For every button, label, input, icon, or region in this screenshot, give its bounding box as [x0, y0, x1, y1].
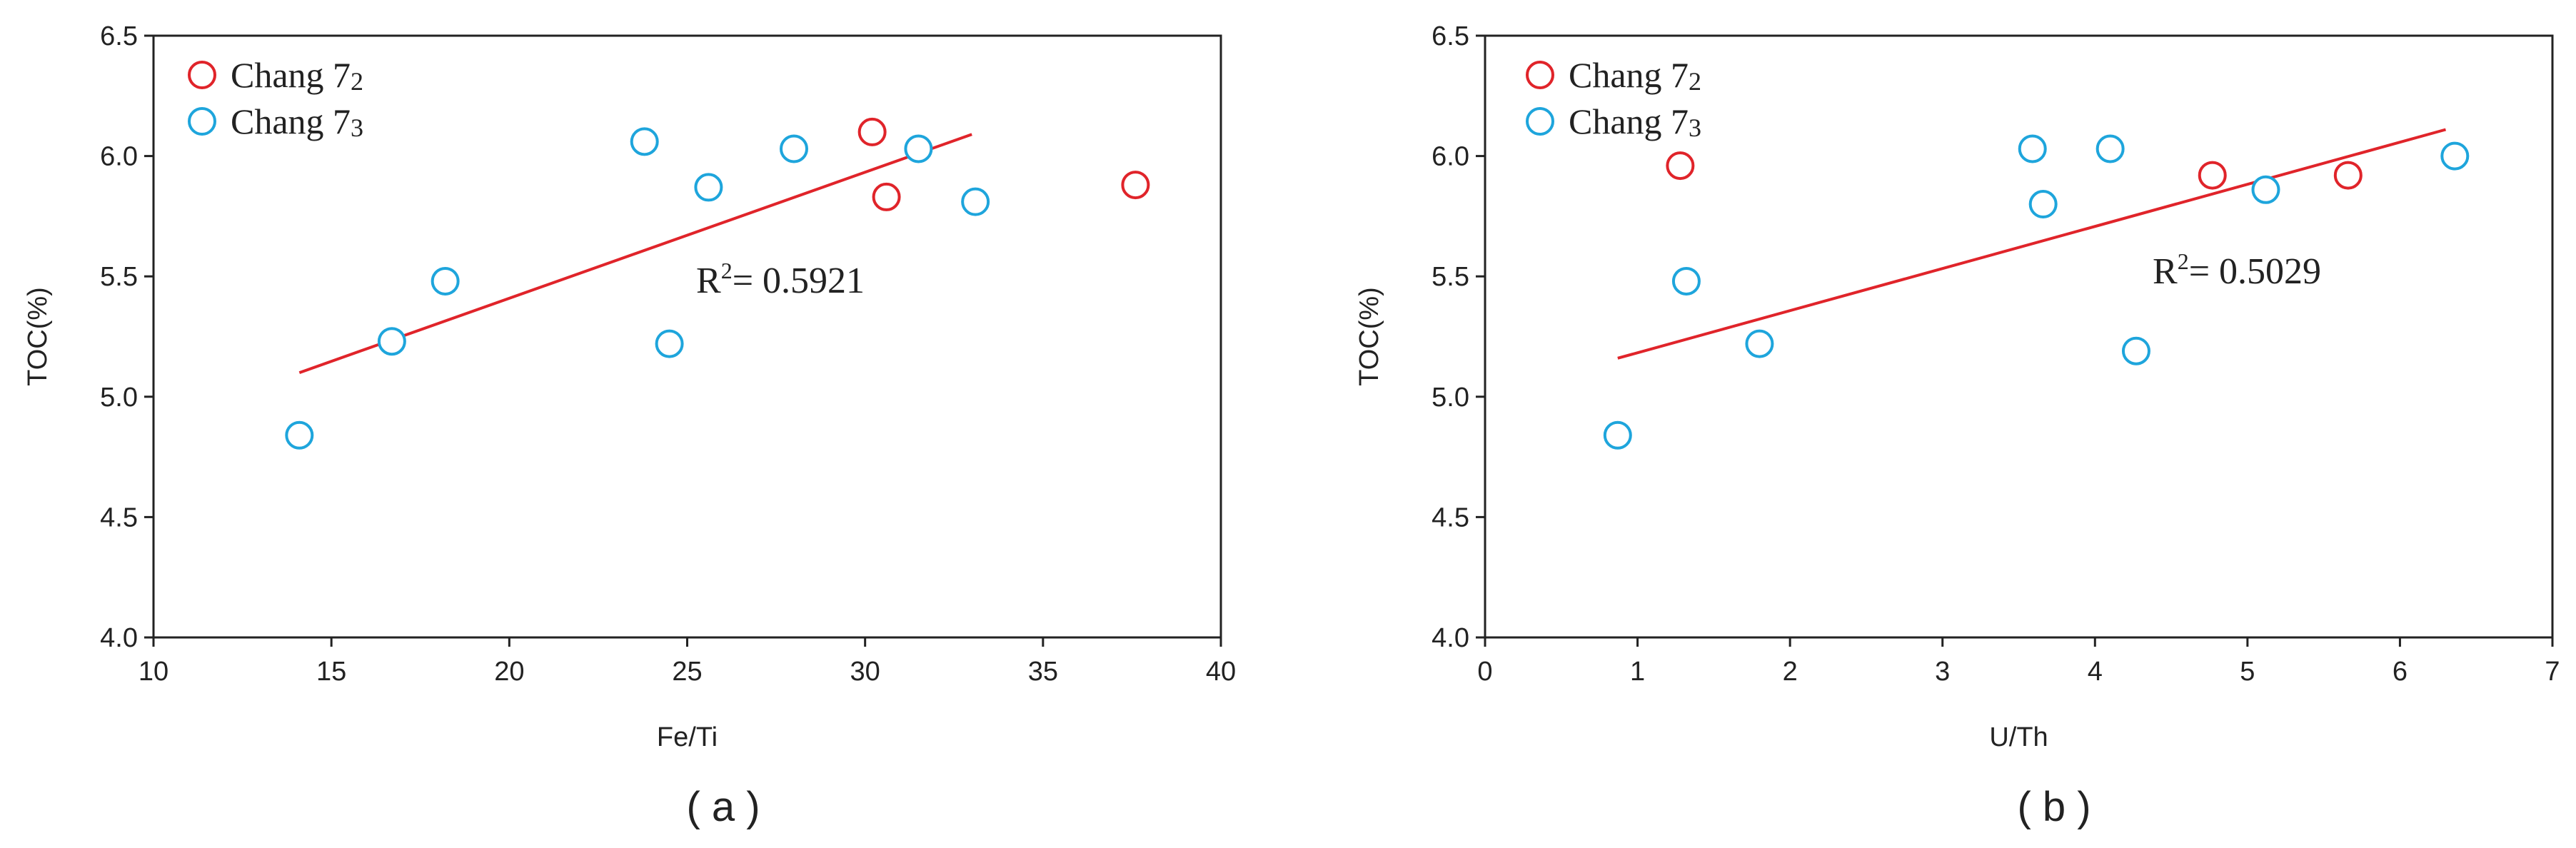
legend-label: Chang 72: [231, 55, 363, 96]
r-squared-prefix: R: [696, 261, 721, 301]
legend-label: Chang 73: [1569, 101, 1701, 142]
panel-label: ( b ): [2017, 784, 2091, 830]
r-squared-superscript: 2: [721, 258, 733, 283]
x-tick-label: 15: [316, 657, 346, 687]
legend-label-subscript: 3: [351, 113, 363, 142]
r-squared-value: = 0.5921: [733, 261, 865, 301]
x-tick-label: 40: [1206, 657, 1236, 687]
x-tick-label: 6: [2393, 657, 2408, 687]
series-chang72-point: [857, 117, 887, 146]
panel-a: 10 15 20 25 30 35 40 4.0 4.5 5.0 5.5 6.0 6.5 Fe/Ti TOC…: [23, 21, 1236, 830]
x-tick-label: 3: [1935, 657, 1950, 687]
x-tick-label: 20: [494, 657, 524, 687]
series-chang73-point: [655, 329, 684, 358]
y-tick-label: 5.0: [100, 383, 138, 413]
plot-frame: [1484, 34, 2554, 639]
x-axis-title: Fe/Ti: [657, 722, 718, 752]
y-tick-label: 5.5: [1432, 262, 1469, 292]
x-tick-label: 2: [1783, 657, 1798, 687]
r-squared-value: = 0.5029: [2189, 251, 2321, 292]
legend-label-subscript: 2: [351, 67, 363, 96]
y-tick-label: 5.5: [100, 262, 138, 292]
x-axis-title: U/Th: [1989, 722, 2048, 752]
series-chang72-point: [2198, 161, 2227, 190]
series-chang73-point: [1745, 329, 1774, 358]
series-chang73-point: [904, 134, 933, 163]
legend-label: Chang 73: [231, 101, 363, 142]
series-chang73-point: [2251, 175, 2280, 204]
y-tick-label: 6.0: [100, 142, 138, 172]
series-chang73-point: [780, 134, 808, 163]
x-tick-label: 0: [1477, 657, 1492, 687]
series-chang73-point: [961, 187, 990, 216]
series-chang73-point: [1671, 266, 1701, 296]
x-tick-label: 1: [1630, 657, 1645, 687]
series-chang72-point: [1666, 151, 1695, 181]
series-chang73-point: [630, 127, 659, 156]
y-axis-title: TOC(%): [23, 287, 53, 386]
series-chang73-point: [431, 266, 460, 296]
series-chang73-point: [285, 420, 314, 450]
r-squared-prefix: R: [2153, 251, 2178, 292]
y-tick-label: 4.5: [100, 503, 138, 532]
legend-marker: [188, 61, 216, 89]
x-tick-label: 30: [850, 657, 880, 687]
x-tick-label: 10: [139, 657, 168, 687]
y-axis-title: TOC(%): [1354, 287, 1384, 386]
series-chang72-point: [872, 182, 901, 211]
series-chang73-point: [377, 327, 406, 356]
r-squared-superscript: 2: [2178, 248, 2189, 274]
x-tick-label: 5: [2240, 657, 2255, 687]
trend-line: [1617, 128, 2447, 360]
x-tick-label: 4: [2088, 657, 2103, 687]
panel-label: ( a ): [686, 784, 760, 830]
legend-marker: [1526, 61, 1554, 89]
legend-label: Chang 72: [1569, 55, 1701, 96]
legend-marker: [188, 107, 216, 136]
y-tick-label: 6.0: [1432, 142, 1469, 172]
panel-b: 0 1 2 3 4 5 6 7 4.0 4.5 5.0 5.5 6.0 6.5 U/Th TOC(%) Chan…: [1354, 21, 2560, 830]
legend-label-subscript: 3: [1689, 113, 1701, 142]
y-tick-label: 5.0: [1432, 383, 1469, 413]
series-chang73-point: [694, 173, 723, 202]
legend-label-subscript: 2: [1689, 67, 1701, 96]
x-tick-label: 25: [672, 657, 702, 687]
r-squared-annotation: R2= 0.5029: [2153, 248, 2321, 292]
trend-line: [298, 133, 972, 374]
series-chang73-point: [2121, 336, 2150, 365]
series-chang73-point: [1603, 420, 1632, 450]
series-chang72-point: [1121, 171, 1150, 200]
series-chang73-point: [2028, 190, 2058, 219]
legend-marker: [1526, 107, 1554, 136]
series-chang73-point: [2018, 134, 2047, 163]
series-chang73-point: [2440, 141, 2470, 171]
y-tick-label: 4.0: [1432, 623, 1469, 653]
y-tick-label: 4.5: [1432, 503, 1469, 532]
y-tick-label: 6.5: [1432, 21, 1469, 51]
series-chang73-point: [2095, 134, 2125, 163]
y-tick-label: 4.0: [100, 623, 138, 653]
r-squared-annotation: R2= 0.5921: [696, 258, 865, 301]
x-tick-label: 35: [1028, 657, 1058, 687]
x-tick-label: 7: [2545, 657, 2560, 687]
series-chang72-point: [2333, 161, 2363, 190]
y-tick-label: 6.5: [100, 21, 138, 51]
